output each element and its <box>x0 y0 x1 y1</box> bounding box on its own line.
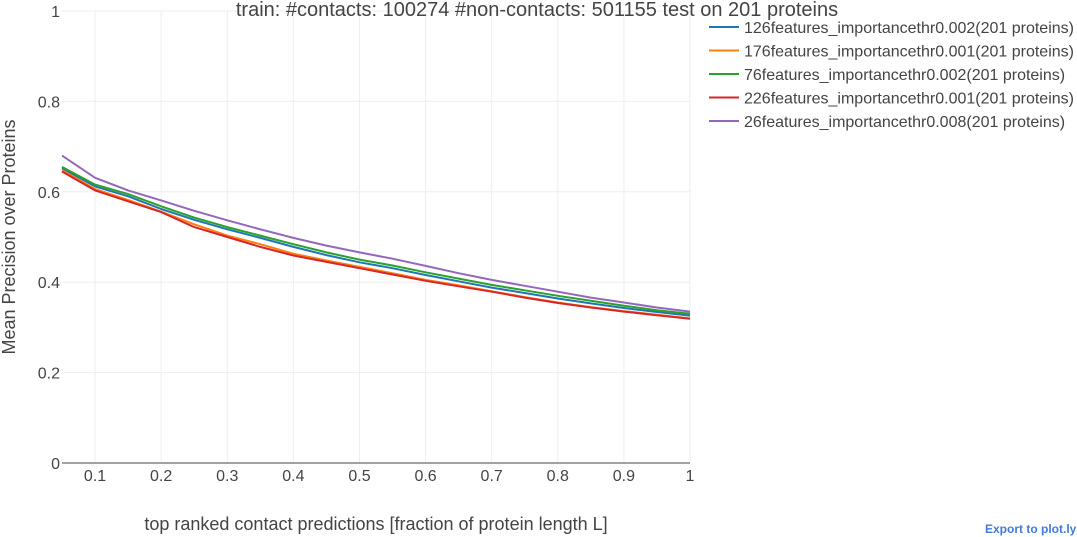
legend-item-1[interactable]: 126features_importancethr0.002(201 prote… <box>709 20 1074 37</box>
series-line-2 <box>61 169 691 320</box>
series-line-3 <box>61 166 691 315</box>
x-tick-label: 0.4 <box>282 468 304 485</box>
y-axis-title: Mean Precision over Proteins <box>0 119 19 354</box>
legend-item-3[interactable]: 76features_importancethr0.002(201 protei… <box>709 67 1065 84</box>
legend-label: 76features_importancethr0.002(201 protei… <box>744 67 1065 84</box>
series-lines <box>61 154 691 320</box>
legend-label: 26features_importancethr0.008(201 protei… <box>744 114 1065 131</box>
y-tick-label: 1 <box>51 4 60 21</box>
legend-item-4[interactable]: 226features_importancethr0.001(201 prote… <box>709 91 1074 108</box>
x-tick-label: 0.8 <box>547 468 569 485</box>
x-tick-label: 0.6 <box>414 468 436 485</box>
x-tick-label: 0.7 <box>481 468 503 485</box>
x-tick-label: 0.3 <box>216 468 238 485</box>
x-tick-label: 0.2 <box>150 468 172 485</box>
y-tick-label: 0.4 <box>38 275 60 292</box>
x-axis-title: top ranked contact predictions [fraction… <box>144 514 607 534</box>
legend[interactable]: 126features_importancethr0.002(201 prote… <box>709 20 1074 131</box>
y-tick-label: 0.8 <box>38 94 60 111</box>
y-tick-label: 0.2 <box>38 366 60 383</box>
series-line-1 <box>61 167 691 317</box>
x-tick-label: 1 <box>686 468 695 485</box>
y-tick-label: 0.6 <box>38 185 60 202</box>
y-tick-label: 0 <box>51 456 60 473</box>
x-tick-label: 0.1 <box>84 468 106 485</box>
legend-label: 226features_importancethr0.001(201 prote… <box>744 91 1074 108</box>
x-tick-label: 0.5 <box>348 468 370 485</box>
legend-item-2[interactable]: 176features_importancethr0.001(201 prote… <box>709 44 1074 61</box>
legend-label: 176features_importancethr0.001(201 prote… <box>744 44 1074 61</box>
tick-labels: 0.1 0.2 0.3 0.4 0.5 0.6 0.7 0.8 0.9 1 0 0.2 0.4 0.6 0.… <box>38 4 695 485</box>
grid <box>62 10 691 463</box>
chart-title: train: #contacts: 100274 #non-contacts: … <box>236 0 838 21</box>
legend-label: 126features_importancethr0.002(201 prote… <box>744 20 1074 37</box>
series-line-4 <box>61 170 691 320</box>
legend-item-5[interactable]: 26features_importancethr0.008(201 protei… <box>709 114 1065 131</box>
x-tick-label: 0.9 <box>613 468 635 485</box>
export-to-plotly-link[interactable]: Export to plot.ly <box>985 522 1077 536</box>
series-line-5 <box>61 154 691 313</box>
